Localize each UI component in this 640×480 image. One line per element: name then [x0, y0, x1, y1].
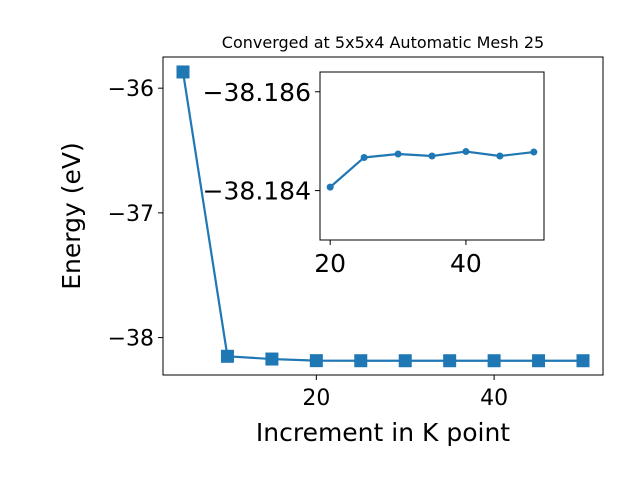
data-point-marker: [176, 65, 190, 79]
x-tick-label: 40: [480, 386, 508, 411]
y-tick-label: −37: [108, 202, 154, 227]
data-point-marker: [394, 150, 402, 158]
data-point-marker: [462, 148, 470, 156]
data-point-marker: [530, 148, 538, 156]
data-point-marker: [496, 152, 504, 160]
data-point-marker: [354, 354, 368, 368]
y-tick-label: −38.186: [203, 78, 311, 107]
y-tick-label: −38: [108, 327, 154, 352]
x-tick-label: 20: [302, 386, 330, 411]
data-point-marker: [220, 349, 234, 363]
data-point-marker: [576, 354, 590, 368]
data-point-marker: [398, 354, 412, 368]
data-point-marker: [326, 183, 334, 191]
chart-title: Converged at 5x5x4 Automatic Mesh 25: [222, 33, 544, 52]
inset-axes: 20 40 −38.186 −38.184: [203, 71, 545, 278]
data-point-marker: [309, 354, 323, 368]
y-tick-label: −38.184: [203, 177, 311, 206]
x-tick-label: 40: [450, 249, 482, 278]
data-point-marker: [360, 153, 368, 161]
y-axis-label: Energy (eV): [57, 142, 86, 289]
x-tick-label: 20: [314, 249, 346, 278]
data-point-marker: [428, 152, 436, 160]
y-tick-label: −36: [108, 77, 154, 102]
data-point-marker: [487, 354, 501, 368]
data-point-marker: [532, 354, 546, 368]
x-axis-label: Increment in K point: [256, 418, 510, 447]
data-point-marker: [443, 354, 457, 368]
series-line: [181, 71, 584, 362]
data-point-marker: [265, 352, 279, 366]
